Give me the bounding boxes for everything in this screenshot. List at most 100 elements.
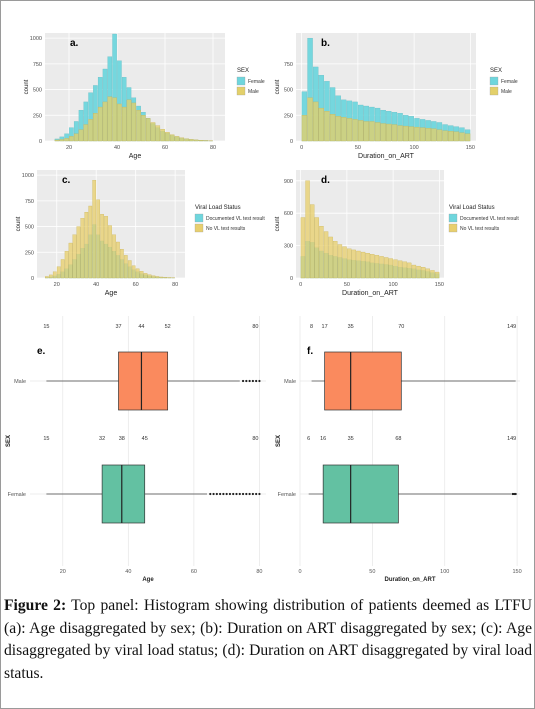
bar-male	[335, 116, 341, 142]
y-axis-label: count	[24, 79, 30, 94]
bar-no-vl-test-results	[64, 251, 69, 279]
bar-no-vl-test-results	[147, 274, 152, 279]
bar-male	[414, 126, 420, 142]
outlier-point	[245, 379, 248, 383]
bar-no-vl-test-results	[76, 226, 81, 279]
stat-label: 52	[165, 324, 171, 330]
bar-no-vl-test-results	[131, 265, 136, 279]
stat-label: 16	[320, 436, 326, 442]
y-tick-label: 900	[284, 179, 293, 185]
category-label: Female	[278, 492, 296, 498]
bar-male	[436, 129, 443, 142]
bar-no-vl-test-results	[425, 268, 430, 279]
bar-no-vl-test-results	[402, 261, 407, 279]
bar-male	[160, 129, 165, 142]
y-axis-label: SEX	[276, 435, 282, 447]
panel-label: c.	[62, 175, 71, 186]
outlier-point	[245, 492, 248, 496]
bar-no-vl-test-results	[328, 236, 333, 279]
x-tick-label: 150	[513, 569, 522, 575]
bar-male	[93, 113, 98, 142]
bar-no-vl-test-results	[96, 199, 100, 279]
bar-male	[73, 133, 79, 142]
bar-no-vl-test-results	[159, 276, 164, 279]
outlier-point	[238, 492, 241, 496]
bar-male	[179, 137, 185, 142]
x-tick-label: 150	[466, 145, 475, 151]
stat-label: 80	[252, 324, 258, 330]
bar-male	[346, 118, 353, 142]
bar-no-vl-test-results	[100, 214, 104, 279]
stat-label: 68	[395, 436, 401, 442]
bar-male	[121, 106, 127, 142]
panel-label: a.	[70, 38, 79, 49]
bar-no-vl-test-results	[56, 266, 61, 279]
bar-no-vl-test-results	[388, 258, 393, 279]
stat-label: 37	[115, 324, 121, 330]
stat-label: 70	[398, 324, 404, 330]
bar-no-vl-test-results	[337, 244, 343, 279]
histogram-panel-c: 20 40 60 80 0 250 500 750 1000 Age count c. Viral Lo…	[16, 170, 265, 297]
bar-no-vl-test-results	[305, 180, 310, 279]
outlier-point	[248, 492, 251, 496]
stat-label: 15	[43, 436, 49, 442]
x-tick-label: 60	[191, 569, 197, 575]
outlier-point	[212, 492, 215, 496]
x-tick-label: 0	[300, 145, 303, 151]
bar-male	[136, 109, 141, 142]
y-axis-label: count	[16, 216, 22, 231]
stat-label: 32	[99, 436, 105, 442]
bar-male	[386, 123, 392, 142]
x-axis-label: Age	[129, 153, 142, 160]
bar-no-vl-test-results	[416, 265, 421, 279]
bar-male	[78, 129, 84, 142]
stat-label: 6	[307, 436, 310, 442]
panel-label: f.	[307, 346, 313, 357]
x-tick-label: 100	[440, 569, 449, 575]
legend-swatch	[448, 213, 458, 223]
bar-male	[112, 97, 117, 142]
x-tick-label: 40	[114, 145, 120, 151]
x-axis-label: Duration_on_ART	[358, 153, 415, 160]
bar-male	[448, 131, 454, 142]
bar-no-vl-test-results	[84, 212, 89, 279]
bar-no-vl-test-results	[123, 255, 128, 279]
legend-swatch	[489, 86, 499, 96]
legend-label: No VL test results	[206, 226, 246, 232]
bar-male	[145, 118, 151, 142]
bar-no-vl-test-results	[92, 180, 97, 279]
y-tick-label: 750	[33, 62, 42, 68]
legend-label: Male	[248, 89, 259, 95]
bar-no-vl-test-results	[356, 250, 361, 279]
bar-male	[352, 119, 358, 142]
y-tick-label: 1000	[30, 36, 42, 42]
caption-text: Top panel: Histogram showing distributio…	[4, 597, 532, 682]
legend-swatch	[236, 76, 246, 86]
legend-title: SEX	[490, 68, 502, 74]
x-axis-label: Duration_on_ART	[342, 290, 399, 297]
x-tick-label: 80	[210, 145, 216, 151]
x-tick-label: 80	[256, 569, 262, 575]
x-tick-label: 0	[299, 282, 302, 288]
bar-no-vl-test-results	[411, 264, 417, 279]
outlier-point	[232, 492, 235, 496]
outlier-point	[241, 379, 245, 383]
outlier-point	[225, 492, 228, 496]
y-tick-label: 0	[290, 276, 293, 282]
legend: SEX Female Male	[489, 68, 518, 96]
category-label: Male	[284, 379, 296, 385]
bar-male	[189, 139, 194, 142]
outlier-point	[219, 492, 222, 496]
box-female	[101, 464, 146, 524]
bar-no-vl-test-results	[151, 275, 156, 279]
legend-label: Female	[501, 79, 518, 85]
legend-swatch	[489, 76, 499, 86]
bar-male	[54, 139, 60, 142]
bar-male	[97, 106, 103, 142]
x-axis-label: Duration_on_ART	[385, 577, 436, 583]
legend: Viral Load Status Documented VL test resu…	[194, 205, 265, 233]
y-tick-label: 0	[31, 276, 34, 282]
bar-no-vl-test-results	[434, 271, 440, 279]
bar-male	[391, 124, 398, 142]
